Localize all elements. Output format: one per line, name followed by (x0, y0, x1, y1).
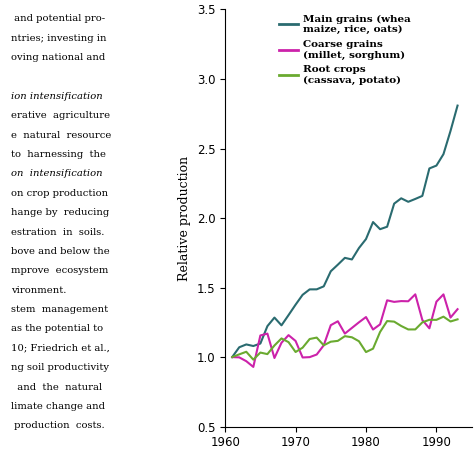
Text: erative  agriculture: erative agriculture (11, 111, 110, 120)
Legend: Main grains (whea
maize, rice, oats), Coarse grains
(millet, sorghum), Root crop: Main grains (whea maize, rice, oats), Co… (275, 10, 415, 89)
Text: and potential pro-: and potential pro- (11, 14, 106, 23)
Text: as the potential to: as the potential to (11, 325, 103, 334)
Text: to  harnessing  the: to harnessing the (11, 150, 106, 159)
Text: mprove  ecosystem: mprove ecosystem (11, 266, 109, 275)
Text: limate change and: limate change and (11, 402, 105, 411)
Y-axis label: Relative production: Relative production (178, 155, 191, 281)
Text: and  the  natural: and the natural (11, 383, 102, 392)
Text: e  natural  resource: e natural resource (11, 130, 112, 139)
Text: ion intensification: ion intensification (11, 92, 103, 101)
Text: estration  in  soils.: estration in soils. (11, 228, 105, 237)
Text: ntries; investing in: ntries; investing in (11, 34, 107, 43)
Text: hange by  reducing: hange by reducing (11, 208, 109, 217)
Text: production  costs.: production costs. (11, 421, 105, 430)
Text: vironment.: vironment. (11, 286, 67, 295)
Text: on crop production: on crop production (11, 189, 109, 198)
Text: oving national and: oving national and (11, 53, 106, 62)
Text: ng soil productivity: ng soil productivity (11, 363, 109, 372)
Text: on  intensification: on intensification (11, 169, 103, 178)
Text: stem  management: stem management (11, 305, 109, 314)
Text: 10; Friedrich et al.,: 10; Friedrich et al., (11, 344, 110, 353)
Text: bove and below the: bove and below the (11, 247, 110, 256)
